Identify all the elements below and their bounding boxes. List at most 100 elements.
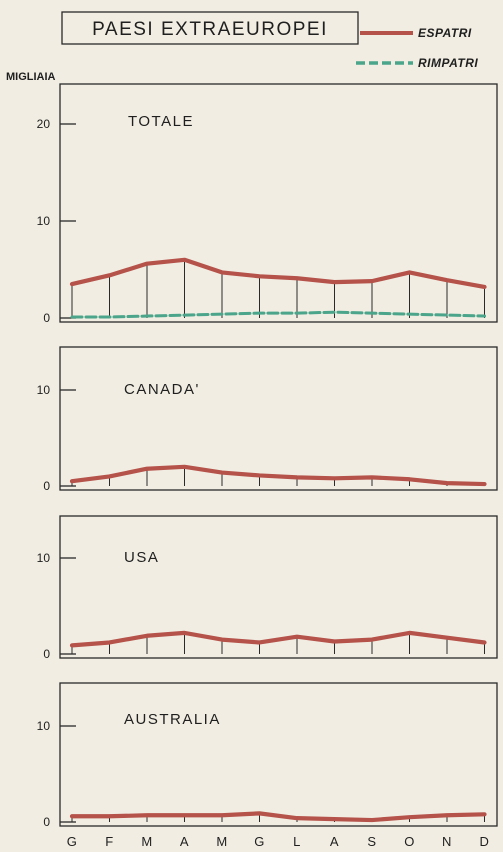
month-label: D [480, 834, 490, 849]
panel-title-usa: USA [124, 549, 159, 566]
point-espatri [258, 275, 261, 278]
month-label: M [216, 834, 227, 849]
month-label: G [67, 834, 78, 849]
month-label: L [293, 834, 301, 849]
y-tick-label: 10 [37, 551, 51, 565]
point-espatri [108, 815, 111, 818]
point-espatri [446, 279, 448, 281]
point-rimpatri [446, 314, 448, 316]
point-espatri [333, 281, 336, 283]
legend: ESPATRI RIMPATRI [356, 26, 478, 70]
point-espatri [146, 262, 148, 265]
series-line-espatri [69, 630, 487, 648]
point-espatri [108, 274, 111, 277]
point-rimpatri [371, 312, 373, 314]
y-tick-label: 0 [43, 479, 50, 493]
series-line-rimpatri [70, 310, 486, 319]
point-espatri [446, 814, 448, 817]
y-tick-label: 0 [43, 815, 50, 829]
point-espatri [183, 814, 186, 817]
point-espatri [408, 478, 411, 481]
point-espatri [296, 277, 298, 280]
month-label: M [141, 834, 152, 849]
month-label: F [105, 834, 113, 849]
point-espatri [258, 641, 261, 644]
panel-title-totale: TOTALE [128, 113, 194, 130]
month-label: S [367, 834, 376, 849]
point-espatri [296, 476, 298, 479]
point-espatri [483, 483, 486, 485]
point-espatri [258, 812, 261, 815]
point-espatri [258, 474, 261, 477]
point-espatri [183, 632, 186, 634]
panel-usa: USA 0 10 [37, 515, 498, 661]
point-rimpatri [146, 315, 148, 317]
y-tick-label: 20 [37, 117, 51, 131]
point-espatri [71, 644, 73, 647]
point-espatri [146, 467, 148, 470]
point-rimpatri [108, 316, 111, 318]
point-rimpatri [183, 314, 186, 316]
legend-rimpatri-label: RIMPATRI [418, 56, 478, 70]
point-espatri [296, 817, 298, 819]
month-label: N [442, 834, 452, 849]
point-espatri [296, 635, 298, 638]
point-espatri [483, 813, 486, 816]
month-label: O [404, 834, 415, 849]
point-espatri [71, 815, 73, 818]
point-espatri [483, 641, 486, 644]
point-espatri [108, 641, 111, 644]
point-espatri [333, 477, 336, 480]
point-espatri [183, 259, 186, 261]
point-espatri [333, 640, 336, 643]
point-rimpatri [221, 313, 223, 315]
point-rimpatri [408, 313, 411, 315]
panel-totale: TOTALE 0 10 20 [37, 83, 498, 325]
point-espatri [221, 638, 223, 641]
legend-espatri-label: ESPATRI [418, 26, 472, 40]
point-espatri [371, 638, 373, 641]
panel-title-australia: AUSTRALIA [124, 711, 221, 728]
point-espatri [146, 634, 148, 637]
point-espatri [221, 814, 223, 817]
y-tick-label: 10 [37, 214, 51, 228]
month-label: A [330, 834, 339, 849]
point-rimpatri [483, 315, 486, 317]
point-rimpatri [333, 311, 336, 313]
point-espatri [108, 475, 111, 478]
point-espatri [221, 271, 223, 274]
panel-canada: CANADA' 0 10 [37, 346, 498, 493]
panel-title-canada: CANADA' [124, 381, 200, 398]
series-line-espatri [69, 811, 487, 823]
unit-label: MIGLIAIA [6, 71, 56, 83]
point-espatri [146, 814, 148, 817]
point-rimpatri [71, 316, 73, 318]
y-tick-label: 10 [37, 719, 51, 733]
panel-australia: AUSTRALIA 0 10 [37, 682, 498, 829]
point-espatri [446, 482, 448, 484]
point-espatri [183, 466, 186, 468]
point-espatri [371, 819, 373, 821]
point-espatri [71, 283, 73, 285]
y-tick-label: 0 [43, 647, 50, 661]
point-espatri [221, 471, 223, 474]
chart-title: PAESI EXTRAEUROPEI [92, 19, 328, 40]
point-espatri [71, 480, 73, 483]
point-espatri [446, 636, 448, 639]
y-tick-label: 0 [43, 311, 50, 325]
month-label: G [254, 834, 265, 849]
series-line-espatri [69, 464, 487, 487]
point-rimpatri [296, 312, 298, 314]
month-label: A [180, 834, 189, 849]
point-rimpatri [258, 312, 261, 314]
point-espatri [408, 816, 411, 818]
point-espatri [371, 280, 373, 282]
point-espatri [483, 286, 486, 288]
point-espatri [408, 632, 411, 634]
chart-title-box: PAESI EXTRAEUROPEI [61, 11, 359, 45]
series-line-espatri [69, 257, 487, 290]
point-espatri [333, 818, 336, 820]
point-espatri [371, 476, 373, 479]
